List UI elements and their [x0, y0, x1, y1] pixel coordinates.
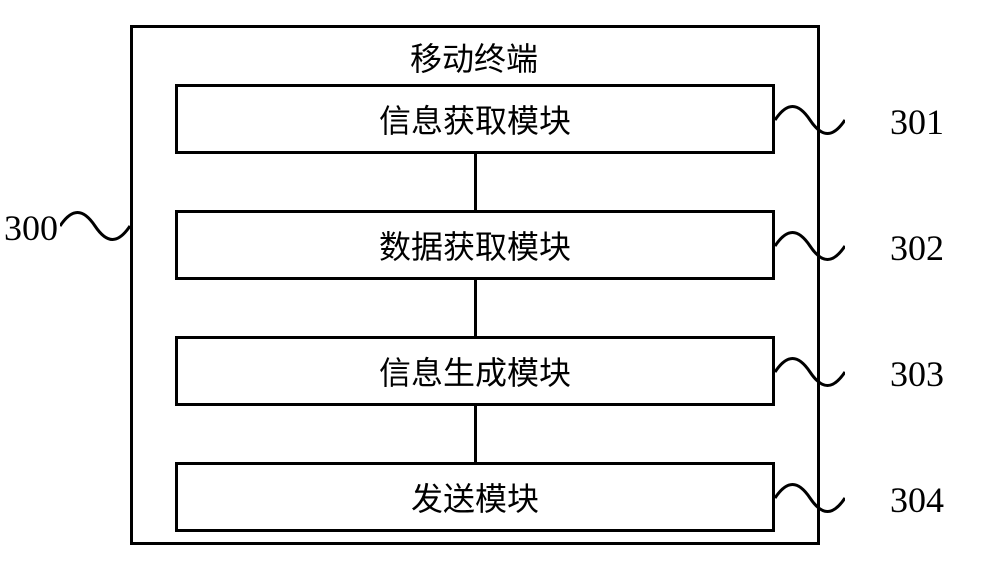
- module-send: 发送模块: [175, 462, 775, 532]
- connector-line: [474, 280, 477, 336]
- diagram-canvas: 移动终端 信息获取模块 数据获取模块 信息生成模块 发送模块 300 301 3…: [0, 0, 1000, 570]
- connector-line: [474, 406, 477, 462]
- connector-line: [474, 154, 477, 210]
- module-info-acquire: 信息获取模块: [175, 84, 775, 154]
- ref-number: 304: [890, 479, 944, 521]
- ref-number: 303: [890, 353, 944, 395]
- module-label: 信息生成模块: [379, 348, 571, 394]
- ref-number: 302: [890, 227, 944, 269]
- module-info-generate: 信息生成模块: [175, 336, 775, 406]
- leader-squiggle: [775, 483, 845, 513]
- module-data-acquire: 数据获取模块: [175, 210, 775, 280]
- leader-squiggle: [775, 105, 845, 135]
- module-label: 数据获取模块: [379, 222, 571, 268]
- module-label: 信息获取模块: [379, 96, 571, 142]
- ref-number: 301: [890, 101, 944, 143]
- leader-squiggle: [60, 211, 130, 241]
- leader-squiggle: [775, 357, 845, 387]
- module-label: 发送模块: [411, 474, 539, 520]
- container-title: 移动终端: [410, 34, 538, 80]
- ref-number: 300: [4, 207, 58, 249]
- leader-squiggle: [775, 231, 845, 261]
